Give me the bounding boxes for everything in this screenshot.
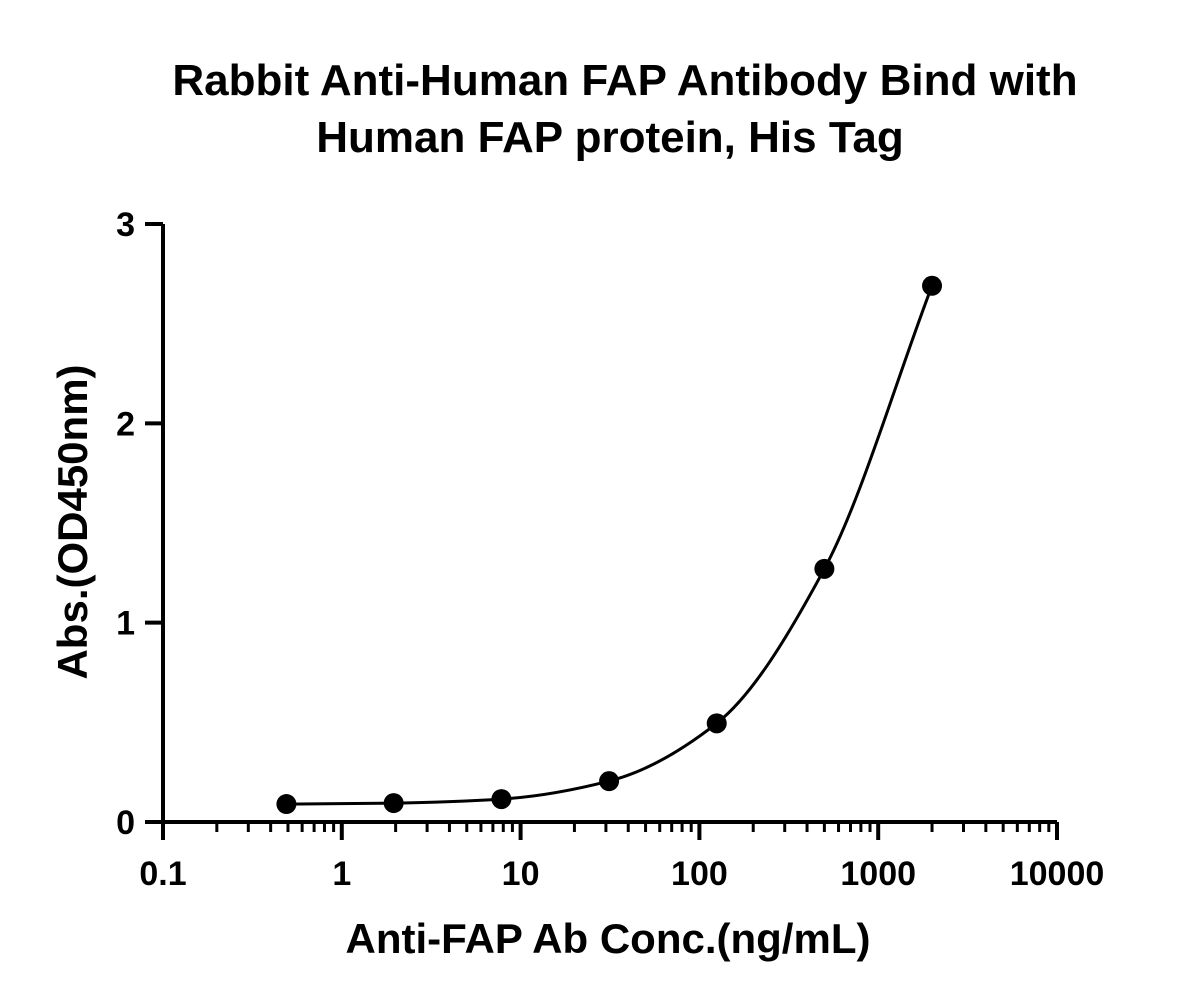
- chart-title: Rabbit Anti-Human FAP Antibody Bind with…: [172, 56, 1077, 162]
- data-point: [706, 713, 727, 734]
- x-tick-label: 0.1: [139, 855, 186, 893]
- data-points: [276, 275, 943, 815]
- y-axis-title: Abs.(OD450nm): [49, 364, 96, 679]
- y-tick-label: 3: [116, 206, 135, 244]
- data-point: [814, 558, 835, 579]
- x-tick-label: 1: [332, 855, 351, 893]
- x-axis-ticks: [161, 822, 1059, 840]
- axes: [161, 224, 1057, 824]
- fit-curve: [286, 285, 934, 806]
- chart-title-line-1: Rabbit Anti-Human FAP Antibody Bind with: [172, 56, 1077, 105]
- y-tick-label: 0: [116, 804, 135, 842]
- data-point: [383, 793, 404, 814]
- chart-title-line-2: Human FAP protein, His Tag: [316, 113, 904, 162]
- x-tick-label: 10000: [1010, 855, 1105, 893]
- data-point: [922, 275, 943, 296]
- x-tick-label: 1000: [840, 855, 916, 893]
- y-tick-label: 2: [116, 405, 135, 443]
- y-tick-label: 1: [116, 605, 135, 643]
- x-axis-tick-labels: 0.1 1 10 100 1000 10000: [139, 855, 1104, 893]
- x-tick-label: 10: [502, 855, 540, 893]
- data-point: [491, 789, 512, 810]
- data-point: [276, 794, 297, 815]
- x-tick-label: 100: [671, 855, 728, 893]
- y-axis-tick-labels: 0 1 2 3: [116, 206, 135, 842]
- y-axis-ticks: [145, 222, 163, 824]
- data-point: [599, 771, 620, 792]
- x-axis-title: Anti-FAP Ab Conc.(ng/mL): [346, 915, 871, 962]
